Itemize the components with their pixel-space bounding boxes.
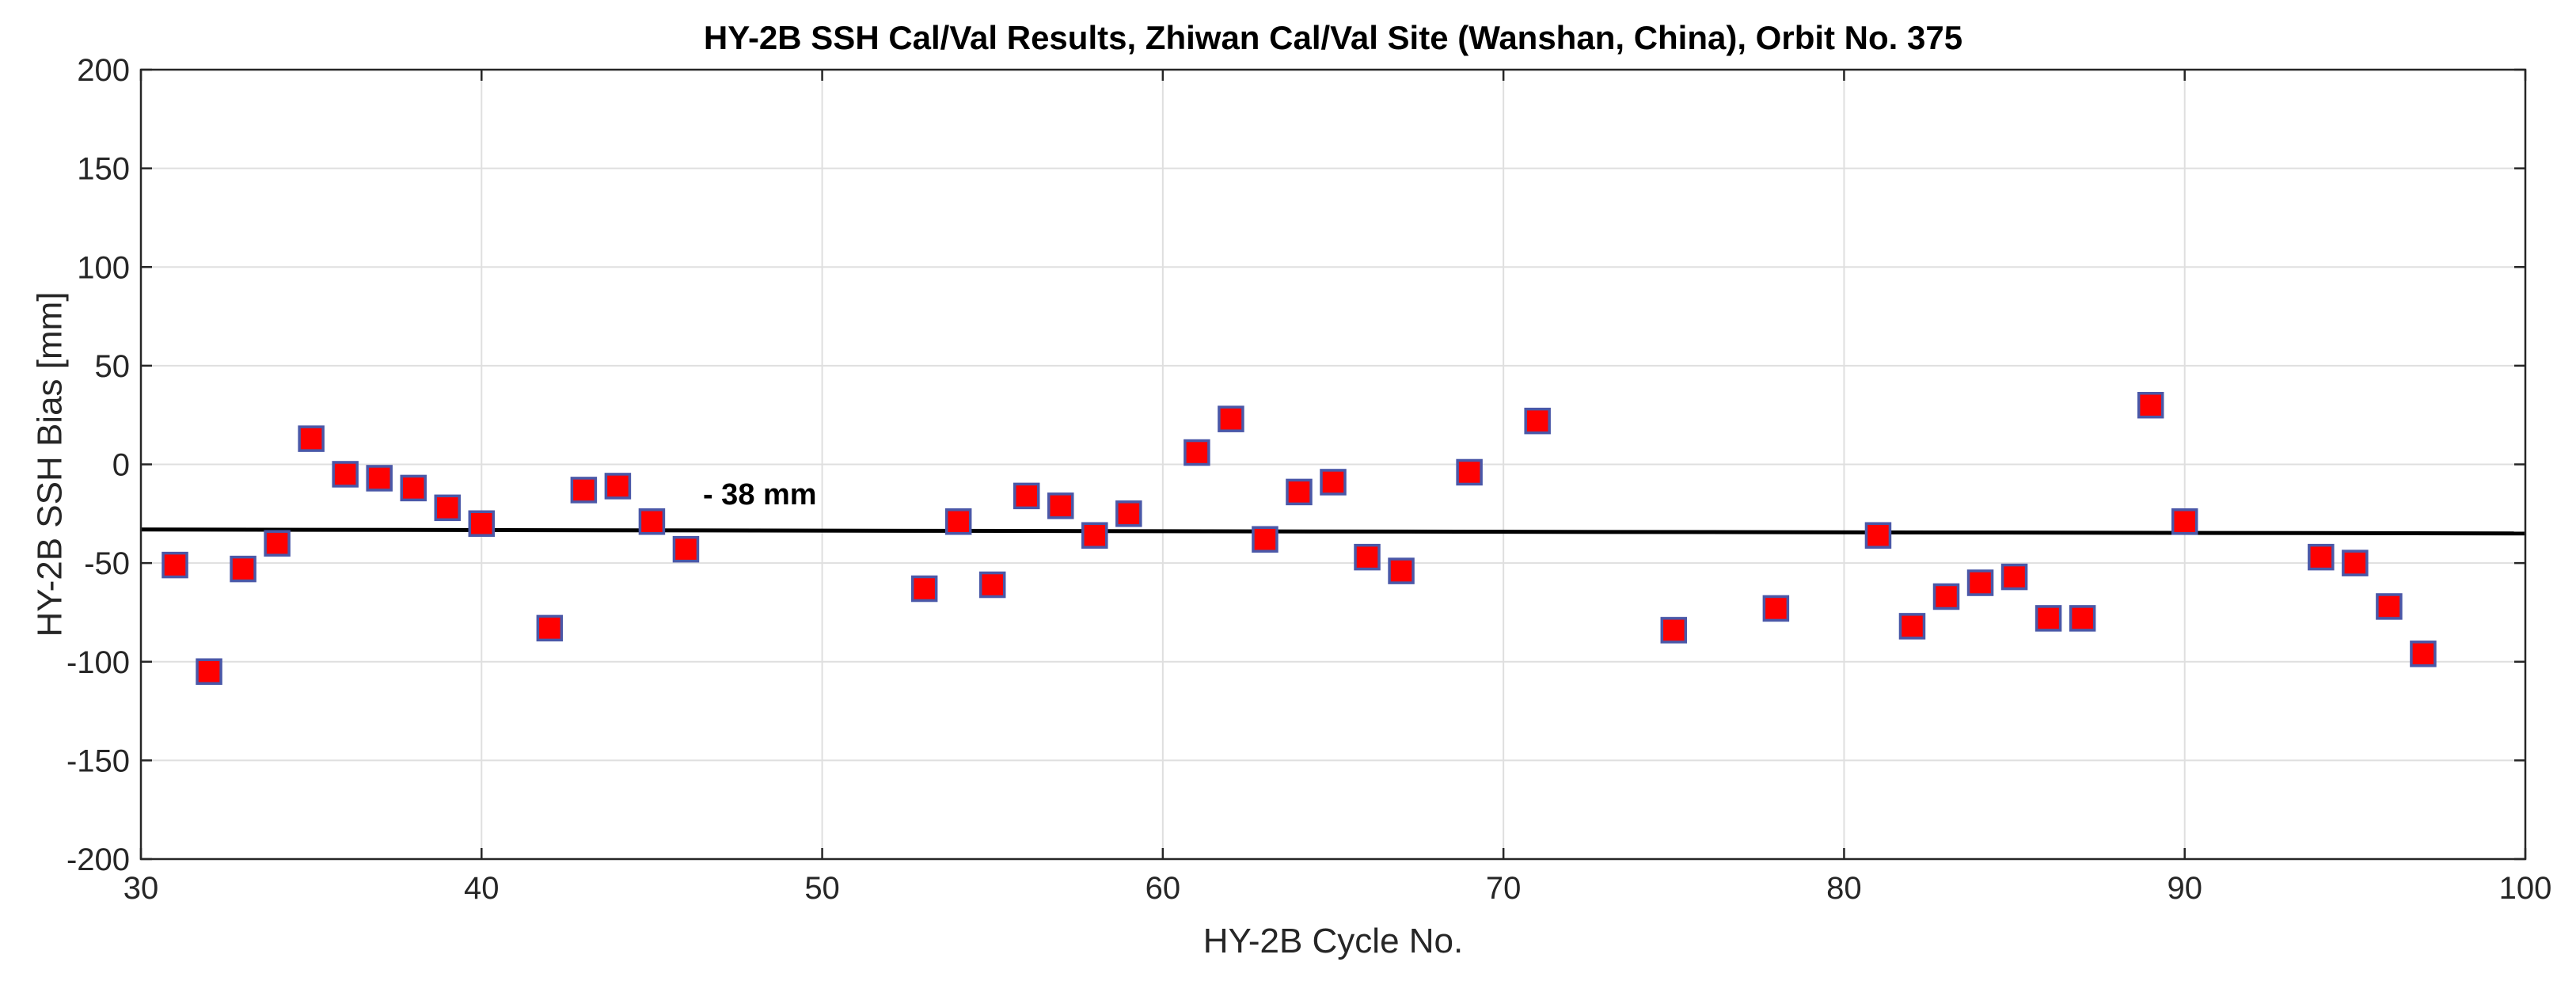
y-tick-label: -50 — [84, 546, 130, 581]
x-tick-label: 90 — [2167, 871, 2202, 906]
data-point — [1047, 492, 1074, 519]
data-point — [978, 571, 1006, 599]
y-tick-label: 150 — [77, 152, 130, 187]
y-tick-label: 0 — [112, 448, 130, 483]
x-tick-label: 40 — [464, 871, 500, 906]
data-point — [1286, 478, 1313, 506]
data-point — [298, 425, 325, 452]
axis-ticks: 30 40 50 60 70 80 90 100 -200 -150 -100 -50 0 50 100 15… — [66, 53, 2551, 906]
data-point — [264, 530, 291, 557]
data-point — [1013, 482, 1040, 510]
data-points — [161, 391, 2437, 685]
y-tick-label: -200 — [66, 842, 130, 877]
data-point — [2308, 543, 2335, 571]
data-point — [570, 477, 598, 504]
data-point — [332, 461, 359, 488]
data-point — [536, 614, 564, 642]
y-tick-label: 200 — [77, 53, 130, 88]
data-point — [1115, 500, 1142, 527]
data-point — [2069, 605, 2096, 632]
y-tick-label: -100 — [66, 645, 130, 680]
x-tick-label: 80 — [1826, 871, 1862, 906]
data-point — [2035, 605, 2062, 632]
data-point — [196, 658, 222, 685]
data-point — [2376, 593, 2403, 620]
y-tick-label: 50 — [95, 349, 131, 384]
data-point — [2137, 391, 2164, 419]
data-point — [2410, 641, 2437, 667]
data-point — [2000, 563, 2028, 591]
y-tick-label: 100 — [77, 250, 130, 285]
x-tick-label: 30 — [123, 871, 159, 906]
y-tick-label: -150 — [66, 743, 130, 778]
x-tick-label: 60 — [1146, 871, 1181, 906]
data-point — [638, 508, 666, 535]
data-point — [2342, 549, 2369, 576]
y-axis-label: HY-2B SSH Bias [mm] — [30, 291, 69, 637]
data-point — [1320, 469, 1347, 496]
data-point — [1354, 543, 1381, 571]
data-point — [2171, 508, 2198, 535]
data-point — [1932, 583, 1960, 610]
data-point — [604, 473, 632, 500]
x-tick-label: 70 — [1486, 871, 1522, 906]
x-axis-label: HY-2B Cycle No. — [1203, 922, 1464, 960]
data-point — [161, 551, 188, 579]
chart-title: HY-2B SSH Cal/Val Results, Zhiwan Cal/Va… — [704, 19, 1962, 56]
data-point — [1762, 595, 1790, 622]
data-point — [1456, 458, 1483, 486]
data-point — [672, 535, 700, 563]
data-point — [1660, 617, 1688, 644]
data-point — [1218, 405, 1244, 432]
data-point — [1864, 522, 1892, 549]
data-point — [910, 575, 938, 603]
data-point — [230, 555, 256, 583]
data-point — [468, 510, 496, 538]
x-tick-label: 50 — [804, 871, 840, 906]
data-point — [1966, 569, 1994, 596]
mean-bias-annotation: - 38 mm — [703, 478, 817, 511]
data-point — [400, 474, 427, 502]
grid — [140, 69, 2526, 860]
data-point — [1388, 557, 1415, 584]
data-point — [1184, 439, 1210, 466]
x-tick-label: 100 — [2499, 871, 2552, 906]
data-point — [1524, 407, 1551, 435]
annotations: - 38 mm — [703, 478, 817, 511]
data-point — [944, 508, 972, 535]
data-point — [366, 465, 393, 492]
data-point — [1252, 526, 1279, 553]
data-point — [434, 494, 462, 522]
data-point — [1898, 613, 1926, 640]
mean-bias-line — [140, 527, 2526, 536]
data-point — [1081, 522, 1108, 549]
